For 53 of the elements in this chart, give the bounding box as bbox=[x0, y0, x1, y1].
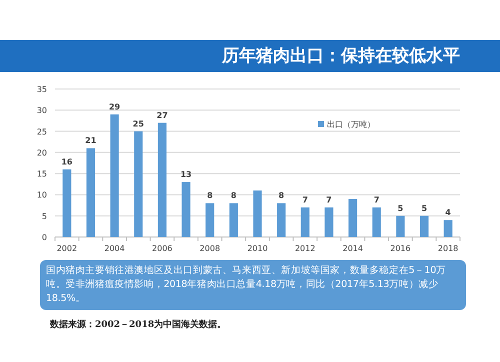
y-tick-label: 10 bbox=[36, 190, 47, 200]
x-tick-label: 2008 bbox=[200, 244, 220, 253]
text: 7 bbox=[326, 195, 332, 204]
text: 13 bbox=[180, 170, 192, 180]
y-tick-label: 5 bbox=[42, 212, 47, 221]
text: 5 bbox=[421, 204, 428, 213]
bar bbox=[253, 190, 262, 237]
text: 16 bbox=[61, 157, 72, 166]
text: 25 bbox=[132, 119, 144, 128]
text: 21 bbox=[85, 136, 96, 146]
text: 8 bbox=[230, 191, 236, 200]
chart-title: 历年猪肉出口：保持在较低水平 bbox=[222, 45, 460, 68]
y-tick-label: 30 bbox=[36, 106, 47, 116]
text: 7 bbox=[302, 195, 308, 204]
text: 7 bbox=[374, 195, 380, 204]
x-tick-label: 2002 bbox=[56, 244, 78, 253]
bar bbox=[372, 207, 381, 237]
text: 4 bbox=[445, 208, 451, 218]
x-tick-label: 2018 bbox=[438, 244, 458, 253]
x-tick-label: 2004 bbox=[104, 244, 125, 253]
bar bbox=[62, 169, 72, 237]
bar bbox=[277, 203, 286, 237]
y-tick-label: 15 bbox=[36, 170, 47, 179]
y-tick-label: 25 bbox=[36, 127, 47, 136]
text: 国内猪肉主要销往港澳地区及出口到蒙古、马来西亚、新加坡等国家，数量多稳定在5－10万吨。受非洲猪瘟疫情影响，2018年猪肉出口总量4.18万吨，同比（2017年5.13万吨）减少18.5%。 bbox=[40, 260, 466, 310]
x-tick-label: 2014 bbox=[342, 244, 363, 253]
bar bbox=[444, 220, 452, 237]
x-tick-label: 2006 bbox=[152, 244, 172, 253]
legend-label: 出口（万吨） bbox=[327, 120, 375, 129]
bar bbox=[420, 216, 429, 237]
text: 29 bbox=[108, 102, 120, 112]
y-tick-label: 20 bbox=[36, 148, 47, 158]
bar bbox=[229, 203, 238, 237]
bar bbox=[134, 131, 143, 237]
x-tick-label: 2010 bbox=[247, 244, 268, 253]
y-tick-label: 0 bbox=[42, 233, 47, 242]
bar bbox=[348, 198, 358, 237]
bar bbox=[206, 203, 214, 237]
bar bbox=[158, 122, 166, 237]
text: 8 bbox=[207, 191, 213, 200]
bar bbox=[396, 216, 405, 237]
bar bbox=[324, 207, 334, 237]
bar bbox=[300, 207, 310, 237]
x-tick-label: 2012 bbox=[294, 244, 316, 253]
text: 5 bbox=[398, 204, 404, 213]
bar bbox=[182, 182, 190, 237]
source-note: 数据来源：2002－2018为中国海关数据。 bbox=[50, 318, 226, 331]
bar bbox=[110, 114, 119, 237]
x-tick-label: 2016 bbox=[390, 244, 411, 253]
text: 27 bbox=[156, 110, 168, 120]
y-tick-label: 35 bbox=[36, 85, 47, 94]
bar bbox=[86, 148, 96, 237]
text: 8 bbox=[278, 191, 284, 200]
